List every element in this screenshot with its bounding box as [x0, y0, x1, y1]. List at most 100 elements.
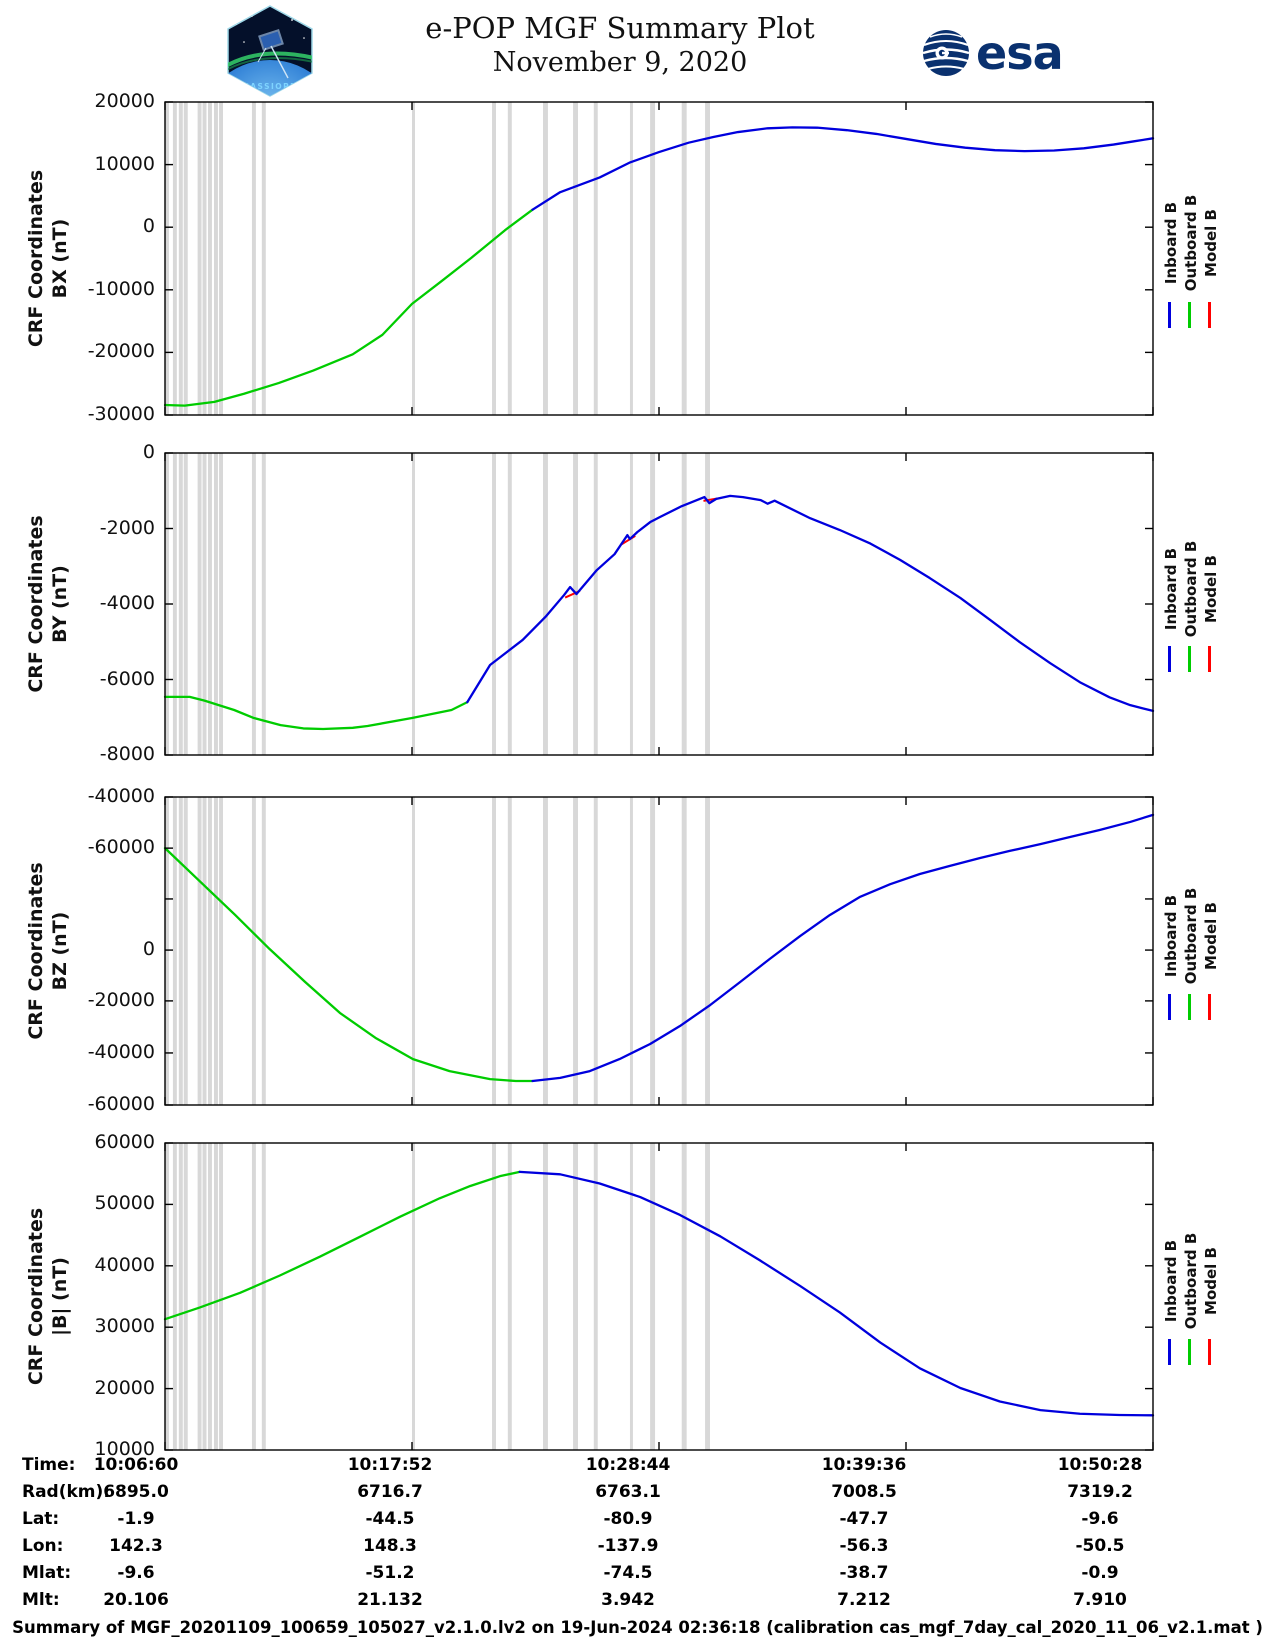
disturbance-band	[593, 453, 598, 755]
disturbance-band	[172, 102, 177, 415]
disturbance-band	[165, 102, 169, 415]
disturbance-band	[593, 1143, 598, 1450]
table-cell: -80.9	[603, 1509, 653, 1529]
summary-footer-text: Summary of MGF_20201109_100659_105027_v2…	[12, 1618, 1263, 1637]
by-inboard-curve	[466, 494, 1155, 713]
axis-title-bmag: CRF Coordinates |B| (nT)	[22, 1143, 74, 1450]
ytick-label-bmag: 20000	[94, 1376, 155, 1399]
disturbance-band	[573, 797, 578, 1105]
legend-color-sample	[1208, 646, 1211, 673]
axis-title-bx: CRF Coordinates BX (nT)	[22, 102, 74, 415]
legend-label: Inboard B	[1162, 1240, 1180, 1323]
patch-satellite	[257, 28, 289, 79]
disturbance-band	[219, 453, 223, 755]
disturbance-band	[507, 797, 512, 1105]
table-row-label-radkm: Rad(km):	[22, 1482, 111, 1502]
legend-label: Outboard B	[1182, 194, 1200, 292]
panel-bx	[163, 101, 1155, 416]
legend-entry-model-b: Model B	[1202, 102, 1222, 415]
ytick-label-by: -8000	[99, 743, 155, 765]
disturbance-band	[214, 102, 218, 415]
disturbance-band	[261, 797, 266, 1105]
disturbance-band	[573, 1143, 578, 1450]
axis-box	[164, 796, 1154, 1106]
disturbance-band	[705, 797, 710, 1105]
legend-entry-model-b: Model B	[1202, 797, 1222, 1105]
esa-logo-text: esa	[976, 26, 1064, 80]
legend-entry-inboard-b: Inboard B	[1162, 453, 1182, 755]
ytick-label-bx: 20000	[94, 90, 155, 112]
ytick-label-bx: -10000	[87, 277, 155, 300]
legend-label: Inboard B	[1162, 894, 1180, 977]
legend-label: Outboard B	[1182, 887, 1200, 984]
disturbance-band	[543, 102, 548, 415]
legend-color-sample	[1208, 302, 1211, 329]
disturbance-band	[214, 453, 218, 755]
disturbance-band	[650, 102, 656, 415]
disturbance-band	[207, 453, 212, 755]
bz-inboard-curve	[531, 813, 1155, 1083]
table-cell: -137.9	[597, 1536, 659, 1556]
ytick-label-by: 0	[142, 441, 155, 463]
bmag-outboard-curve	[163, 1170, 521, 1321]
table-cell: -74.5	[603, 1563, 653, 1583]
legend-color-sample	[1168, 994, 1171, 1021]
disturbance-band	[197, 1143, 202, 1450]
table-row-label-lat: Lat:	[22, 1509, 60, 1529]
plot-title-block: e-POP MGF Summary Plot November 9, 2020	[340, 10, 900, 80]
ytick-label-bx: -20000	[87, 340, 155, 363]
disturbance-band	[492, 453, 496, 755]
table-cell: -0.9	[1081, 1563, 1119, 1583]
ytick-label-bx: -30000	[87, 403, 155, 425]
disturbance-band	[251, 1143, 256, 1450]
legend-entry-outboard-b: Outboard B	[1182, 453, 1202, 755]
bx-outboard-curve	[163, 208, 534, 407]
esa-logo: esa	[920, 24, 1070, 82]
ytick-label-bz: -60000	[87, 836, 155, 859]
disturbance-band	[412, 453, 415, 755]
legend-label: Model B	[1202, 1247, 1220, 1316]
disturbance-band	[219, 102, 223, 415]
legend-color-sample	[1168, 302, 1171, 329]
patch-aurora	[228, 51, 312, 68]
legend-color-sample	[1208, 994, 1211, 1021]
legend-color-sample	[1188, 302, 1191, 329]
legend-entry-outboard-b: Outboard B	[1182, 797, 1202, 1105]
legend-color-sample	[1168, 646, 1171, 673]
disturbance-band	[183, 797, 188, 1105]
ytick-label-bx: 0	[142, 215, 155, 238]
axis-box	[164, 452, 1154, 756]
disturbance-band	[178, 1143, 183, 1450]
table-cell: 7008.5	[831, 1482, 897, 1502]
legend-color-sample	[1168, 1339, 1171, 1366]
axis-title-line: CRF Coordinates	[25, 862, 47, 1040]
panel-bz	[163, 796, 1155, 1106]
disturbance-band	[251, 102, 256, 415]
axis-title-line: BZ (nT)	[49, 911, 71, 991]
legend-entry-inboard-b: Inboard B	[1162, 797, 1182, 1105]
disturbance-band	[412, 797, 415, 1105]
axis-title-line: CRF Coordinates	[25, 515, 47, 693]
disturbance-band	[219, 797, 223, 1105]
axis-title-line: BX (nT)	[49, 218, 71, 299]
legend-label: Model B	[1202, 901, 1220, 970]
table-cell: -9.6	[1081, 1509, 1119, 1529]
disturbance-band	[251, 797, 256, 1105]
disturbance-band	[492, 797, 496, 1105]
disturbance-band	[629, 102, 633, 415]
ytick-label-bz: -40000	[87, 785, 155, 807]
disturbance-band	[183, 102, 188, 415]
table-cell: -50.5	[1075, 1536, 1125, 1556]
table-cell: 148.3	[363, 1536, 417, 1556]
disturbance-band	[543, 797, 548, 1105]
disturbance-band	[543, 1143, 548, 1450]
disturbance-band	[197, 453, 202, 755]
axis-box	[164, 101, 1154, 416]
by-outboard-curve	[163, 695, 469, 731]
legend-color-sample	[1188, 646, 1191, 673]
disturbance-band	[593, 797, 598, 1105]
disturbance-band	[202, 453, 207, 755]
page-title: e-POP MGF Summary Plot	[425, 11, 815, 45]
disturbance-band	[214, 1143, 218, 1450]
disturbance-band	[202, 1143, 207, 1450]
